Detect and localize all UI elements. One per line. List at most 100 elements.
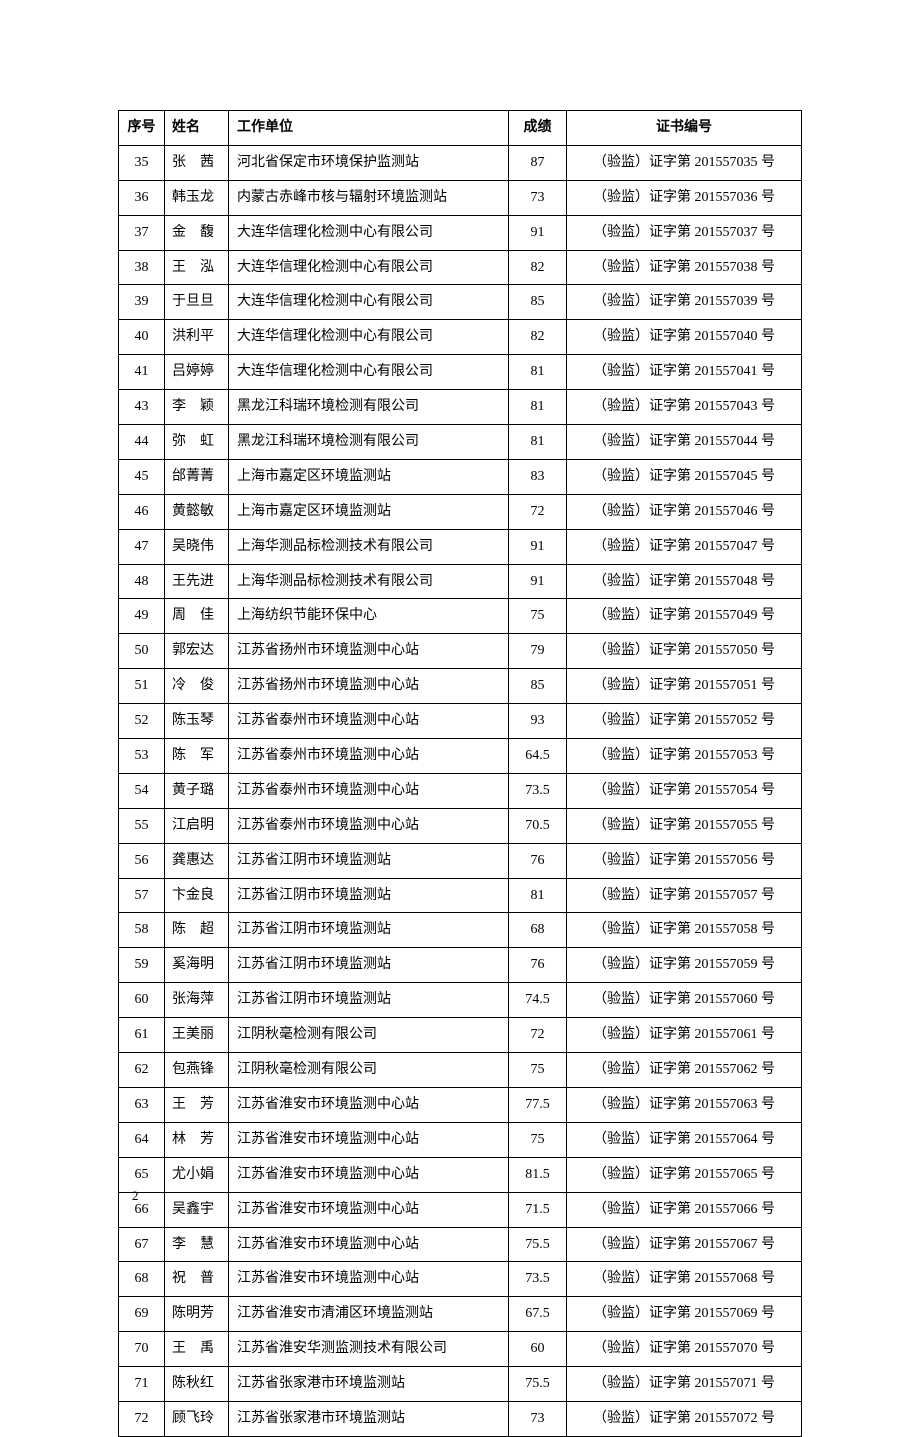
cell-name: 洪利平	[165, 320, 229, 355]
cell-cert: （验监）证字第 201557058 号	[567, 913, 802, 948]
cell-cert: （验监）证字第 201557052 号	[567, 704, 802, 739]
cell-name: 李 颖	[165, 390, 229, 425]
cell-score: 75.5	[509, 1367, 567, 1402]
cell-cert: （验监）证字第 201557046 号	[567, 494, 802, 529]
table-row: 55江启明江苏省泰州市环境监测中心站70.5（验监）证字第 201557055 …	[119, 808, 802, 843]
cell-cert: （验监）证字第 201557040 号	[567, 320, 802, 355]
cell-seq: 36	[119, 180, 165, 215]
cell-score: 93	[509, 704, 567, 739]
table-row: 35张 茜河北省保定市环境保护监测站87（验监）证字第 201557035 号	[119, 145, 802, 180]
header-seq: 序号	[119, 111, 165, 146]
cell-name: 吴鑫宇	[165, 1192, 229, 1227]
cell-cert: （验监）证字第 201557045 号	[567, 459, 802, 494]
cell-name: 陈明芳	[165, 1297, 229, 1332]
cell-score: 71.5	[509, 1192, 567, 1227]
cell-seq: 65	[119, 1157, 165, 1192]
cell-unit: 江苏省泰州市环境监测中心站	[229, 739, 509, 774]
cell-name: 张 茜	[165, 145, 229, 180]
cell-seq: 41	[119, 355, 165, 390]
cell-cert: （验监）证字第 201557047 号	[567, 529, 802, 564]
cell-seq: 61	[119, 1018, 165, 1053]
cell-cert: （验监）证字第 201557050 号	[567, 634, 802, 669]
table-row: 48王先进上海华测品标检测技术有限公司91（验监）证字第 201557048 号	[119, 564, 802, 599]
cell-seq: 55	[119, 808, 165, 843]
cell-seq: 60	[119, 983, 165, 1018]
cell-cert: （验监）证字第 201557071 号	[567, 1367, 802, 1402]
table-row: 47吴晓伟上海华测品标检测技术有限公司91（验监）证字第 201557047 号	[119, 529, 802, 564]
table-row: 54黄子璐江苏省泰州市环境监测中心站73.5（验监）证字第 201557054 …	[119, 773, 802, 808]
header-unit: 工作单位	[229, 111, 509, 146]
cell-name: 吴晓伟	[165, 529, 229, 564]
cell-name: 卞金良	[165, 878, 229, 913]
cell-score: 82	[509, 250, 567, 285]
table-row: 53陈 军江苏省泰州市环境监测中心站64.5（验监）证字第 201557053 …	[119, 739, 802, 774]
table-row: 71陈秋红江苏省张家港市环境监测站75.5（验监）证字第 201557071 号	[119, 1367, 802, 1402]
cell-score: 91	[509, 529, 567, 564]
cell-seq: 50	[119, 634, 165, 669]
cell-unit: 江苏省淮安华测监测技术有限公司	[229, 1332, 509, 1367]
cell-cert: （验监）证字第 201557062 号	[567, 1053, 802, 1088]
cell-score: 73	[509, 180, 567, 215]
cell-seq: 62	[119, 1053, 165, 1088]
cell-score: 60	[509, 1332, 567, 1367]
cell-name: 黄子璐	[165, 773, 229, 808]
table-row: 52陈玉琴江苏省泰州市环境监测中心站93（验监）证字第 201557052 号	[119, 704, 802, 739]
table-row: 39于旦旦大连华信理化检测中心有限公司85（验监）证字第 201557039 号	[119, 285, 802, 320]
cell-unit: 大连华信理化检测中心有限公司	[229, 355, 509, 390]
cell-score: 85	[509, 669, 567, 704]
table-row: 40洪利平大连华信理化检测中心有限公司82（验监）证字第 201557040 号	[119, 320, 802, 355]
table-row: 64林 芳江苏省淮安市环境监测中心站75（验监）证字第 201557064 号	[119, 1122, 802, 1157]
cell-unit: 上海华测品标检测技术有限公司	[229, 564, 509, 599]
cell-unit: 江苏省江阴市环境监测站	[229, 913, 509, 948]
cell-name: 王美丽	[165, 1018, 229, 1053]
cell-seq: 44	[119, 425, 165, 460]
table-row: 70王 禹江苏省淮安华测监测技术有限公司60（验监）证字第 201557070 …	[119, 1332, 802, 1367]
cell-cert: （验监）证字第 201557057 号	[567, 878, 802, 913]
table-row: 58陈 超江苏省江阴市环境监测站68（验监）证字第 201557058 号	[119, 913, 802, 948]
cell-score: 67.5	[509, 1297, 567, 1332]
cell-cert: （验监）证字第 201557055 号	[567, 808, 802, 843]
cell-cert: （验监）证字第 201557066 号	[567, 1192, 802, 1227]
results-table: 序号 姓名 工作单位 成绩 证书编号 35张 茜河北省保定市环境保护监测站87（…	[118, 110, 802, 1437]
cell-name: 陈玉琴	[165, 704, 229, 739]
table-row: 38王 泓大连华信理化检测中心有限公司82（验监）证字第 201557038 号	[119, 250, 802, 285]
table-row: 61王美丽江阴秋毫检测有限公司72（验监）证字第 201557061 号	[119, 1018, 802, 1053]
cell-unit: 江苏省泰州市环境监测中心站	[229, 808, 509, 843]
cell-score: 76	[509, 948, 567, 983]
cell-name: 郭宏达	[165, 634, 229, 669]
table-row: 67李 慧江苏省淮安市环境监测中心站75.5（验监）证字第 201557067 …	[119, 1227, 802, 1262]
cell-unit: 江苏省江阴市环境监测站	[229, 843, 509, 878]
table-row: 51冷 俊江苏省扬州市环境监测中心站85（验监）证字第 201557051 号	[119, 669, 802, 704]
cell-unit: 大连华信理化检测中心有限公司	[229, 250, 509, 285]
cell-seq: 51	[119, 669, 165, 704]
cell-unit: 大连华信理化检测中心有限公司	[229, 320, 509, 355]
cell-cert: （验监）证字第 201557056 号	[567, 843, 802, 878]
cell-unit: 江苏省江阴市环境监测站	[229, 983, 509, 1018]
cell-score: 72	[509, 494, 567, 529]
cell-cert: （验监）证字第 201557054 号	[567, 773, 802, 808]
cell-unit: 江苏省扬州市环境监测中心站	[229, 669, 509, 704]
table-row: 41吕婷婷大连华信理化检测中心有限公司81（验监）证字第 201557041 号	[119, 355, 802, 390]
cell-score: 91	[509, 215, 567, 250]
table-row: 50郭宏达江苏省扬州市环境监测中心站79（验监）证字第 201557050 号	[119, 634, 802, 669]
table-row: 72顾飞玲江苏省张家港市环境监测站73（验监）证字第 201557072 号	[119, 1401, 802, 1436]
cell-score: 75	[509, 1122, 567, 1157]
cell-unit: 江苏省淮安市环境监测中心站	[229, 1087, 509, 1122]
cell-name: 王 泓	[165, 250, 229, 285]
cell-score: 81	[509, 878, 567, 913]
cell-cert: （验监）证字第 201557070 号	[567, 1332, 802, 1367]
cell-score: 91	[509, 564, 567, 599]
cell-score: 75.5	[509, 1227, 567, 1262]
cell-unit: 江苏省张家港市环境监测站	[229, 1367, 509, 1402]
cell-seq: 38	[119, 250, 165, 285]
cell-cert: （验监）证字第 201557067 号	[567, 1227, 802, 1262]
cell-unit: 上海市嘉定区环境监测站	[229, 459, 509, 494]
cell-unit: 江苏省江阴市环境监测站	[229, 878, 509, 913]
cell-score: 73	[509, 1401, 567, 1436]
table-row: 59奚海明江苏省江阴市环境监测站76（验监）证字第 201557059 号	[119, 948, 802, 983]
cell-name: 吕婷婷	[165, 355, 229, 390]
cell-cert: （验监）证字第 201557064 号	[567, 1122, 802, 1157]
cell-seq: 58	[119, 913, 165, 948]
cell-cert: （验监）证字第 201557049 号	[567, 599, 802, 634]
cell-name: 陈秋红	[165, 1367, 229, 1402]
